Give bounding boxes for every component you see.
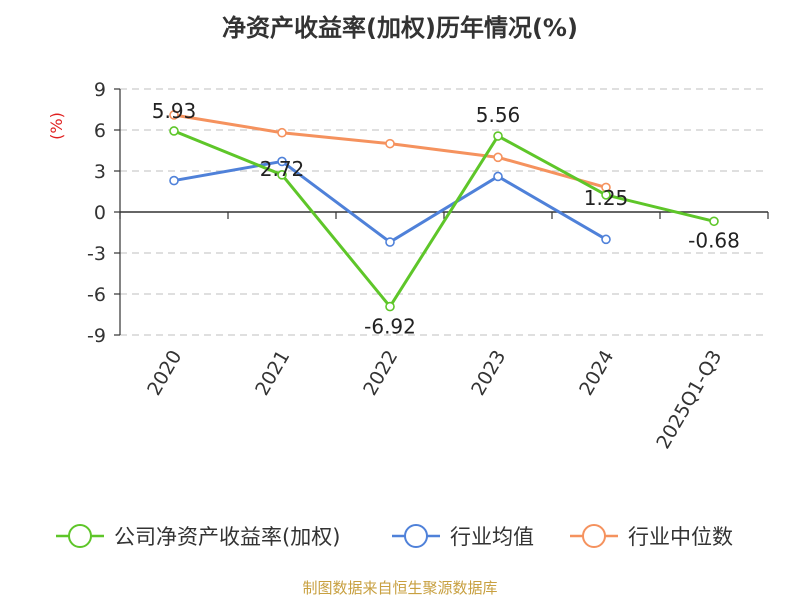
y-tick-label: -3: [87, 243, 106, 265]
data-labels: 5.93 2.72 -6.92 5.56 1.25 -0.68: [152, 99, 740, 339]
data-label: 2.72: [260, 157, 305, 181]
data-point: [169, 110, 179, 120]
y-tick-label: 6: [94, 120, 106, 142]
x-tick-label: 2023: [467, 347, 510, 400]
data-point: [601, 190, 611, 200]
y-tick-label: 3: [94, 161, 106, 183]
data-point: [385, 301, 395, 312]
data-point: [277, 127, 287, 138]
legend-label: 行业均值: [450, 525, 534, 549]
series: [169, 110, 719, 312]
legend-label: 行业中位数: [628, 525, 733, 549]
x-tick-label: 2022: [359, 347, 402, 400]
chart-title: 净资产收益率(加权)历年情况(%): [222, 14, 578, 42]
data-label: 5.56: [476, 103, 521, 127]
legend-marker: [68, 524, 92, 548]
x-tick-label: 2024: [575, 347, 618, 400]
x-tick-label: 2025Q1-Q3: [652, 347, 726, 453]
data-label: 5.93: [152, 99, 197, 123]
legend-label: 公司净资产收益率(加权): [114, 525, 340, 549]
data-label: -0.68: [688, 228, 740, 252]
legend-marker: [582, 524, 606, 548]
data-point: [385, 138, 395, 149]
data-point: [385, 237, 395, 247]
y-tick-label: 9: [94, 79, 106, 101]
data-label: 1.25: [584, 186, 629, 210]
data-point: [709, 216, 719, 227]
data-point: [277, 170, 287, 180]
x-tick-label: 2021: [251, 347, 294, 400]
series-line: [173, 159, 607, 244]
source-note: 制图数据来自恒生聚源数据库: [302, 579, 498, 597]
data-point: [277, 156, 287, 167]
y-tick-label: -9: [87, 325, 106, 347]
data-label: -6.92: [364, 315, 416, 339]
series-line: [173, 129, 715, 309]
y-axis-label: (%): [47, 112, 66, 140]
data-point: [169, 126, 179, 136]
data-point: [493, 171, 503, 182]
data-point: [169, 175, 179, 186]
legend-marker: [404, 524, 428, 548]
data-point: [601, 234, 611, 245]
data-point: [493, 152, 503, 163]
y-tick-label: 0: [94, 202, 106, 224]
y-tick-label: -6: [87, 284, 106, 306]
series-line: [173, 113, 607, 189]
data-point: [493, 131, 503, 141]
x-tick-label: 2020: [143, 347, 186, 400]
axes: 9 6 3 0 -3 -6 -9 2020 2021 2022 2023 2024 2025Q1-Q3: [87, 79, 769, 453]
legend: 公司净资产收益率(加权) 行业均值 行业中位数: [56, 524, 733, 549]
